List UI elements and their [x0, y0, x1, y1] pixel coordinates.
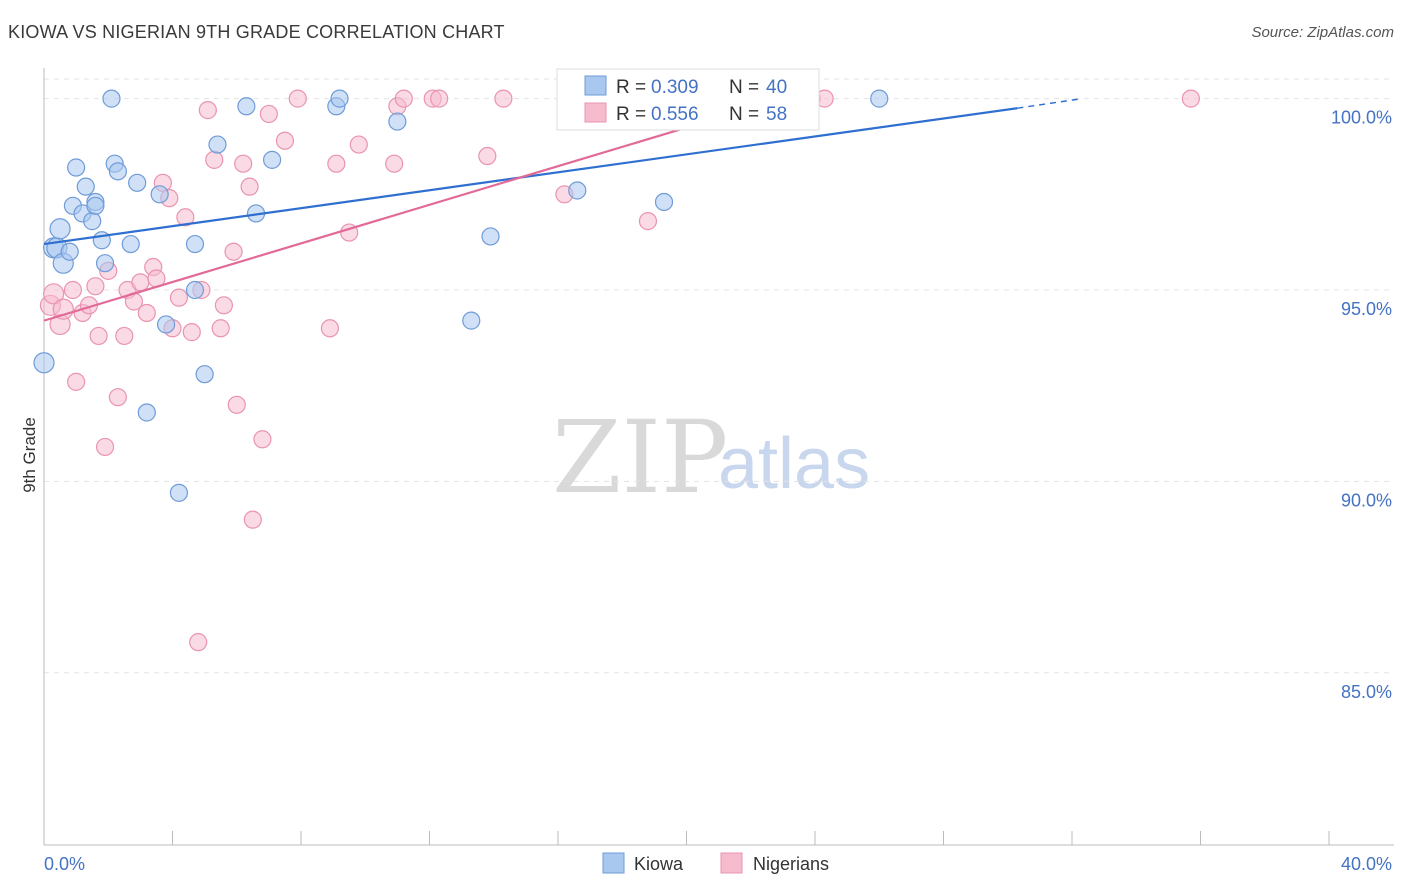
kiowa-point [128, 173, 147, 192]
kiowa-point [102, 89, 121, 108]
x-tick-label-max: 40.0% [1341, 854, 1392, 874]
nigerian-point [275, 131, 295, 150]
nigerian-point [253, 430, 272, 449]
y-axis-label: 9th Grade [20, 417, 39, 493]
kiowa-series-label: Kiowa [634, 854, 684, 874]
nigerian-point [211, 319, 230, 338]
nigerian-point [214, 296, 233, 315]
nigerian-point [394, 89, 413, 108]
kiowa-point [654, 192, 674, 212]
nigerian-point [63, 280, 83, 300]
nigerian-point [243, 510, 262, 529]
nigerian-point [182, 323, 201, 342]
kiowa-point [108, 162, 127, 181]
nigerian-point [234, 154, 253, 173]
nigerian-legend-swatch [584, 102, 607, 123]
nigerian-point [205, 150, 224, 169]
kiowa-trend-extension [1017, 97, 1082, 109]
kiowa-point [237, 97, 256, 116]
kiowa-n-label: N = [729, 77, 759, 98]
nigerian-r-value: 0.556 [651, 104, 699, 125]
nigerian-point [198, 101, 217, 120]
nigerian-point [224, 242, 243, 261]
kiowa-legend-swatch [584, 75, 607, 96]
kiowa-point [49, 218, 71, 240]
kiowa-point [150, 185, 169, 204]
kiowa-point [870, 89, 889, 108]
nigerian-series-swatch [720, 852, 743, 874]
kiowa-point [83, 212, 102, 231]
kiowa-point [169, 483, 189, 502]
kiowa-point [481, 227, 500, 246]
nigerian-point [430, 89, 449, 108]
y-tick-label: 90.0% [1341, 490, 1392, 510]
nigerian-point [1181, 89, 1200, 108]
stats-legend: R = 0.309 N = 40 R = 0.556 N = 58 [556, 68, 820, 131]
nigerian-point [327, 154, 346, 173]
nigerian-point [638, 212, 658, 231]
nigerian-point [349, 135, 368, 154]
series-legend: Kiowa Nigerians [602, 852, 829, 874]
kiowa-point [33, 352, 55, 374]
kiowa-point [121, 234, 140, 254]
nigerian-point [95, 437, 115, 457]
nigerian-point [320, 319, 340, 338]
nigerian-point [259, 104, 278, 124]
nigerian-point [89, 326, 108, 346]
nigerian-n-label: N = [729, 104, 759, 125]
kiowa-point [262, 150, 282, 169]
watermark-zip: ZIP [552, 399, 728, 516]
nigerian-point [227, 395, 246, 414]
nigerian-point [169, 288, 189, 307]
kiowa-point [330, 89, 349, 108]
kiowa-r-label: R = [616, 77, 646, 98]
kiowa-point [185, 234, 205, 254]
nigerian-point [478, 146, 497, 166]
y-tick-label: 95.0% [1341, 299, 1392, 319]
nigerian-point [240, 177, 259, 196]
kiowa-point [156, 315, 176, 334]
nigerian-trend-line [43, 97, 784, 322]
kiowa-n-value: 40 [766, 77, 787, 98]
kiowa-point [60, 242, 79, 261]
watermark-atlas: atlas [718, 424, 870, 504]
x-tick-label-min: 0.0% [44, 854, 85, 874]
kiowa-point [137, 403, 156, 422]
nigerian-point [189, 633, 208, 652]
nigerian-point [43, 283, 65, 305]
kiowa-point [388, 112, 407, 131]
kiowa-series-swatch [602, 852, 625, 874]
kiowa-point [76, 177, 95, 196]
y-tick-label: 100.0% [1331, 108, 1392, 128]
nigerian-series-label: Nigerians [753, 854, 829, 874]
nigerian-point [67, 372, 86, 391]
nigerian-point [115, 326, 134, 346]
kiowa-point [185, 280, 205, 300]
nigerian-point [288, 89, 307, 108]
kiowa-point [195, 365, 214, 384]
kiowa-point [86, 196, 105, 215]
kiowa-point [462, 311, 481, 330]
nigerian-point [176, 208, 195, 227]
kiowa-point [208, 135, 227, 154]
nigerian-r-label: R = [616, 104, 646, 125]
kiowa-point [95, 254, 115, 273]
nigerian-point [108, 388, 127, 407]
y-tick-label: 85.0% [1341, 682, 1392, 702]
nigerian-n-value: 58 [766, 104, 787, 125]
kiowa-r-value: 0.309 [651, 77, 699, 98]
nigerian-point [131, 273, 150, 292]
kiowa-point [568, 181, 587, 200]
chart-title: KIOWA VS NIGERIAN 9TH GRADE CORRELATION … [8, 22, 505, 42]
source-label: Source: ZipAtlas.com [1251, 24, 1394, 41]
nigerian-point [86, 277, 105, 296]
nigerian-point [385, 154, 404, 173]
kiowa-point [67, 158, 86, 177]
nigerian-point [494, 89, 513, 108]
nigerian-point [137, 303, 156, 323]
kiowa-trend-line [43, 107, 1018, 246]
